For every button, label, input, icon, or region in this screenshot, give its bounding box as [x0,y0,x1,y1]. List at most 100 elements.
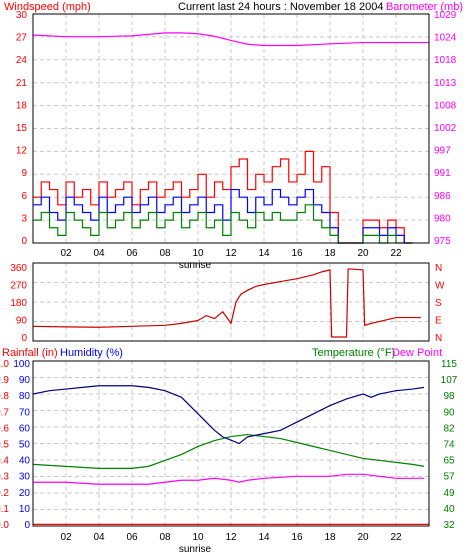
x-tick-label: 22 [390,532,402,543]
x-tick-label: 04 [93,532,105,543]
temperature-tick-label: 40 [443,504,455,515]
compass-tick-label: W [435,281,445,292]
barometer-tick-label: 1013 [434,78,457,89]
temperature-tick-label: 107 [441,375,458,386]
x-tick-label: 06 [126,248,138,259]
wind-series-line [33,188,413,244]
rainfall-tick-label: 0.1 [0,504,9,515]
barometer-tick-label: 986 [434,191,451,202]
x-tick-label: 12 [225,532,237,543]
compass-tick-label: N [435,263,442,274]
wind-series-line [33,150,413,244]
direction-panel-frame [32,262,430,342]
x-tick-label: 16 [291,532,303,543]
temperature-axis-title: Temperature (°F) [312,347,395,359]
windspeed-tick-label: 3 [21,213,27,224]
rainfall-tick-label: 0.7 [0,407,9,418]
sunrise-label-top: sunrise [179,260,212,271]
x-tick-label: 14 [258,532,270,543]
wind-barometer-panel: Windspeed (mph) Current last 24 hours : … [4,1,463,271]
humidity-panel-frame [32,360,430,527]
x-tick-label: 14 [258,248,270,259]
dewpoint-series-line [33,473,425,485]
barometer-tick-label: 991 [434,168,451,179]
windspeed-axis-title: Windspeed (mph) [4,1,91,13]
windspeed-tick-label: 12 [16,146,28,157]
humidity-tick-label: 90 [19,375,31,386]
humidity-tick-label: 100 [13,359,30,370]
temperature-tick-label: 49 [443,488,455,499]
x-tick-label: 18 [324,248,336,259]
barometer-tick-label: 980 [434,213,451,224]
x-tick-label: 20 [357,532,369,543]
x-tick-label: 02 [60,248,72,259]
direction-tick-label: 360 [10,263,27,274]
humidity-tick-label: 80 [19,391,31,402]
windspeed-tick-label: 30 [16,10,28,21]
humidity-tick-label: 50 [19,440,31,451]
direction-tick-label: 0 [21,333,27,344]
humidity-tick-label: 30 [19,472,31,483]
windspeed-tick-label: 15 [16,123,28,134]
temperature-tick-label: 74 [443,440,455,451]
rainfall-tick-label: 0.8 [0,391,9,402]
sunrise-label-bottom: sunrise [179,544,212,555]
wind-panel-frame [32,13,430,244]
barometer-axis-title: Barometer (mb) [386,1,463,13]
barometer-tick-label: 1018 [434,55,457,66]
rainfall-tick-label: 0.5 [0,440,9,451]
x-tick-label: 10 [192,248,204,259]
windspeed-tick-label: 27 [16,33,28,44]
windspeed-tick-label: 18 [16,100,28,111]
rainfall-tick-label: 0.9 [0,375,9,386]
direction-tick-label: 180 [10,298,27,309]
x-tick-label: 12 [225,248,237,259]
humidity-tick-label: 70 [19,407,31,418]
x-tick-label: 02 [60,532,72,543]
x-tick-label: 06 [126,532,138,543]
x-tick-label: 16 [291,248,303,259]
rainfall-axis-title: Rainfall (in) [2,347,58,359]
temperature-tick-label: 57 [443,472,455,483]
barometer-tick-label: 975 [434,236,451,247]
humidity-temperature-panel: Rainfall (in) Humidity (%) Temperature (… [0,347,458,555]
humidity-tick-label: 10 [19,504,31,515]
humidity-tick-label: 0 [24,520,30,531]
x-tick-label: 18 [324,532,336,543]
humidity-tick-label: 20 [19,488,31,499]
barometer-series-line [32,32,429,47]
barometer-tick-label: 1002 [434,123,457,134]
rainfall-tick-label: 0.6 [0,423,9,434]
temperature-tick-label: 98 [443,391,455,402]
humidity-series-line [32,385,425,445]
dewpoint-axis-title: Dew Point [392,347,442,359]
temperature-tick-label: 32 [443,520,455,531]
temperature-tick-label: 90 [443,407,455,418]
direction-tick-label: 90 [16,316,28,327]
rainfall-tick-label: 1.0 [0,359,9,370]
windspeed-tick-label: 0 [21,236,27,247]
x-tick-label: 20 [357,248,369,259]
x-tick-label: 08 [159,248,171,259]
barometer-tick-label: 997 [434,146,451,157]
compass-tick-label: E [435,316,442,327]
humidity-axis-title: Humidity (%) [60,347,123,359]
chart-title: Current last 24 hours : November 18 2004 [178,1,383,13]
windspeed-tick-label: 21 [16,78,28,89]
temperature-tick-label: 82 [443,423,455,434]
temperature-tick-label: 65 [443,456,455,467]
humidity-tick-label: 60 [19,423,31,434]
wind-series-line [33,204,413,244]
windspeed-tick-label: 6 [21,191,27,202]
rainfall-tick-label: 0.3 [0,472,9,483]
rainfall-tick-label: 0.2 [0,488,9,499]
x-tick-label: 04 [93,248,105,259]
direction-tick-label: 270 [10,281,27,292]
barometer-tick-label: 1029 [434,10,457,21]
barometer-tick-label: 1024 [434,33,457,44]
x-tick-label: 08 [159,532,171,543]
temperature-tick-label: 115 [441,359,457,370]
windspeed-tick-label: 9 [21,168,27,179]
